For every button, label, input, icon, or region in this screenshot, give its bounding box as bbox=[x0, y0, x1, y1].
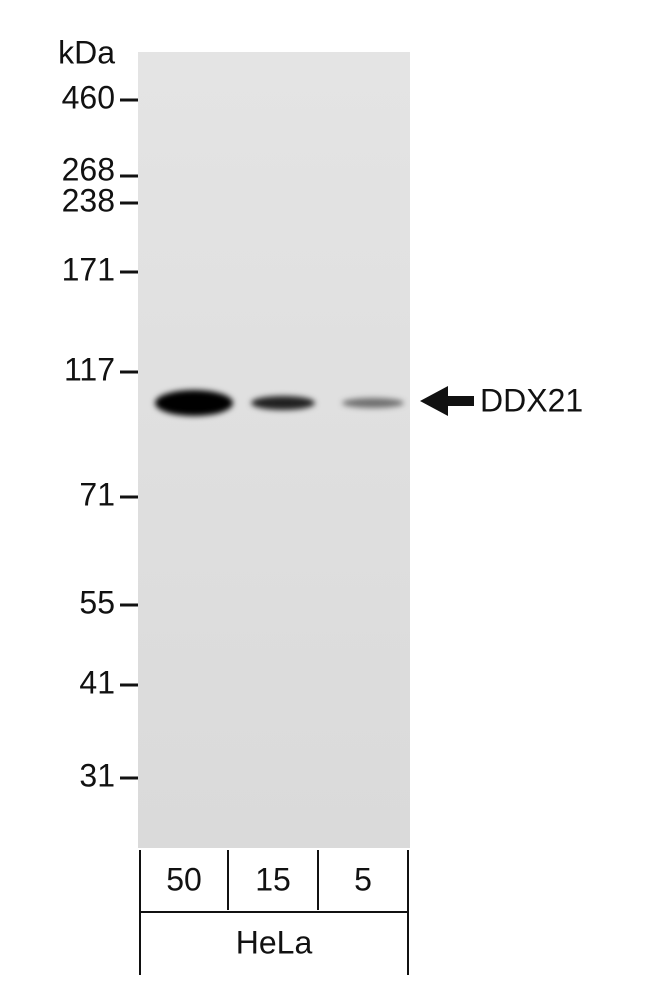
sample-label: HeLa bbox=[236, 924, 313, 960]
marker-label: 41 bbox=[79, 664, 115, 700]
membrane bbox=[138, 52, 410, 848]
band-label: DDX21 bbox=[480, 382, 583, 418]
marker-label: 31 bbox=[79, 757, 115, 793]
lane-label: 50 bbox=[166, 861, 202, 897]
lane-label: 5 bbox=[354, 861, 372, 897]
lane-table bbox=[139, 850, 409, 975]
lane-label: 15 bbox=[255, 861, 291, 897]
arrow bbox=[420, 386, 474, 416]
marker-label: 117 bbox=[64, 351, 115, 387]
marker-label: 268 bbox=[62, 151, 115, 187]
band bbox=[251, 396, 315, 410]
marker-label: 238 bbox=[62, 182, 115, 218]
marker-label: 171 bbox=[62, 251, 115, 287]
band bbox=[155, 390, 233, 416]
marker-label: 55 bbox=[79, 584, 115, 620]
band bbox=[342, 398, 404, 408]
unit-label: kDa bbox=[58, 34, 115, 70]
marker-label: 71 bbox=[79, 476, 115, 512]
marker-label: 460 bbox=[62, 79, 115, 115]
